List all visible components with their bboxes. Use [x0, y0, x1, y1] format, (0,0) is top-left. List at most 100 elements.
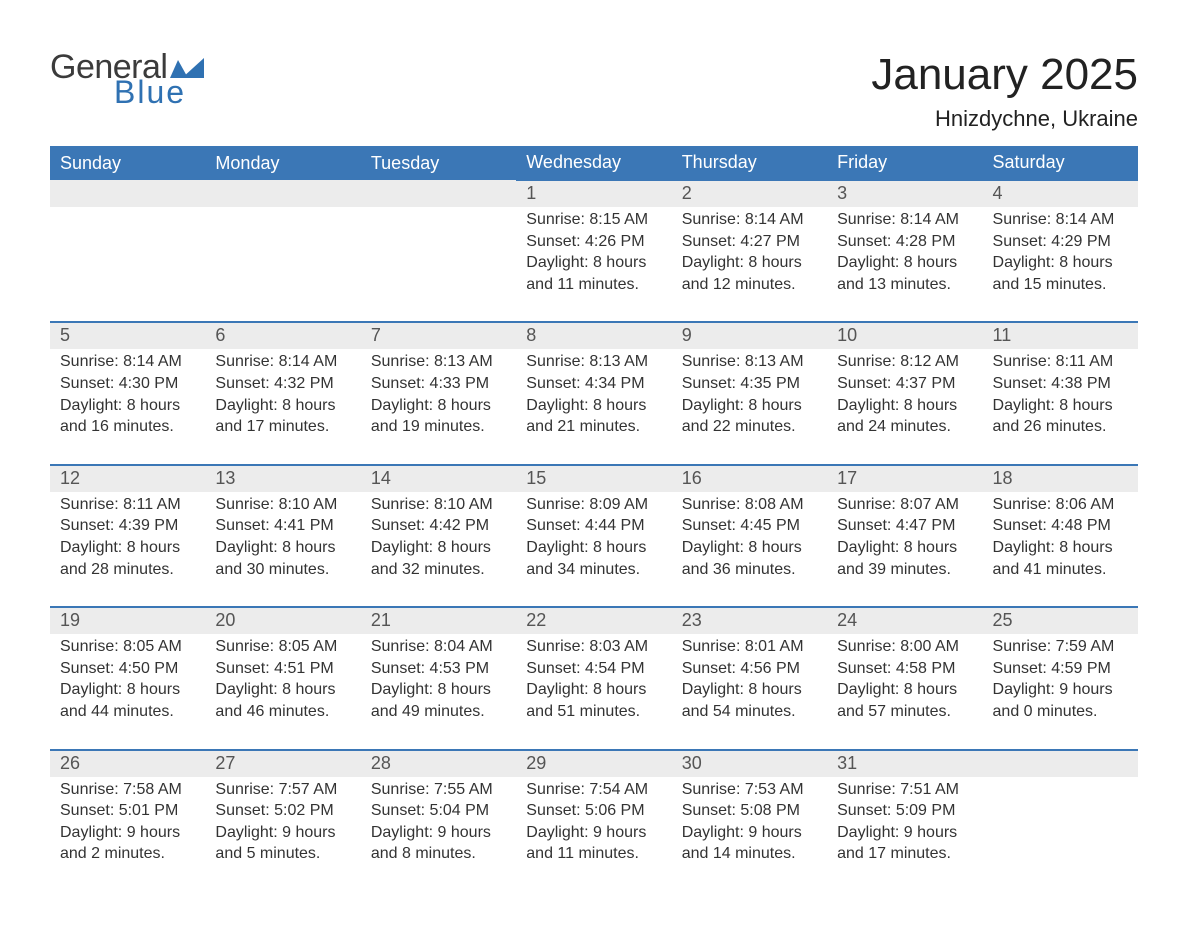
day-detail-cell: Sunrise: 8:09 AMSunset: 4:44 PMDaylight:… [516, 492, 671, 607]
daylight-line-1: Daylight: 8 hours [526, 395, 661, 417]
day-details: Sunrise: 7:58 AMSunset: 5:01 PMDaylight:… [50, 777, 205, 865]
daylight-line-1: Daylight: 8 hours [371, 537, 506, 559]
sunrise-line: Sunrise: 8:10 AM [215, 494, 350, 516]
sunset-line: Sunset: 4:33 PM [371, 373, 506, 395]
day-number-cell: 23 [672, 607, 827, 634]
sunset-line: Sunset: 5:02 PM [215, 800, 350, 822]
day-details: Sunrise: 8:10 AMSunset: 4:41 PMDaylight:… [205, 492, 360, 580]
daylight-line-1: Daylight: 9 hours [682, 822, 817, 844]
weekday-header: Friday [827, 146, 982, 180]
day-detail-cell: Sunrise: 8:05 AMSunset: 4:51 PMDaylight:… [205, 634, 360, 749]
day-details: Sunrise: 8:13 AMSunset: 4:35 PMDaylight:… [672, 349, 827, 437]
daylight-line-1: Daylight: 9 hours [993, 679, 1128, 701]
sunrise-line: Sunrise: 8:07 AM [837, 494, 972, 516]
sunset-line: Sunset: 4:51 PM [215, 658, 350, 680]
daylight-line-2: and 11 minutes. [526, 274, 661, 296]
daylight-line-2: and 49 minutes. [371, 701, 506, 723]
day-number-cell [361, 180, 516, 207]
sunrise-line: Sunrise: 8:03 AM [526, 636, 661, 658]
daylight-line-1: Daylight: 8 hours [682, 537, 817, 559]
day-detail-row: Sunrise: 8:11 AMSunset: 4:39 PMDaylight:… [50, 492, 1138, 607]
day-number-row: 262728293031 [50, 750, 1138, 777]
day-detail-cell: Sunrise: 8:14 AMSunset: 4:30 PMDaylight:… [50, 349, 205, 464]
day-number-cell: 4 [983, 180, 1138, 207]
daylight-line-2: and 5 minutes. [215, 843, 350, 865]
day-details: Sunrise: 7:53 AMSunset: 5:08 PMDaylight:… [672, 777, 827, 865]
day-detail-cell: Sunrise: 8:03 AMSunset: 4:54 PMDaylight:… [516, 634, 671, 749]
daylight-line-2: and 30 minutes. [215, 559, 350, 581]
day-details: Sunrise: 8:05 AMSunset: 4:51 PMDaylight:… [205, 634, 360, 722]
day-details: Sunrise: 8:11 AMSunset: 4:39 PMDaylight:… [50, 492, 205, 580]
daylight-line-1: Daylight: 9 hours [371, 822, 506, 844]
daylight-line-2: and 2 minutes. [60, 843, 195, 865]
logo-text-blue: Blue [114, 76, 206, 108]
sunset-line: Sunset: 4:29 PM [993, 231, 1128, 253]
daylight-line-2: and 54 minutes. [682, 701, 817, 723]
day-details: Sunrise: 7:55 AMSunset: 5:04 PMDaylight:… [361, 777, 516, 865]
sunrise-line: Sunrise: 8:15 AM [526, 209, 661, 231]
day-details: Sunrise: 8:14 AMSunset: 4:27 PMDaylight:… [672, 207, 827, 295]
sunrise-line: Sunrise: 8:12 AM [837, 351, 972, 373]
daylight-line-2: and 34 minutes. [526, 559, 661, 581]
sunrise-line: Sunrise: 8:00 AM [837, 636, 972, 658]
sunset-line: Sunset: 5:04 PM [371, 800, 506, 822]
day-number-cell: 13 [205, 465, 360, 492]
weekday-header: Tuesday [361, 146, 516, 180]
daylight-line-2: and 13 minutes. [837, 274, 972, 296]
sunrise-line: Sunrise: 8:14 AM [993, 209, 1128, 231]
sunset-line: Sunset: 5:09 PM [837, 800, 972, 822]
sunrise-line: Sunrise: 7:51 AM [837, 779, 972, 801]
day-detail-cell: Sunrise: 8:13 AMSunset: 4:34 PMDaylight:… [516, 349, 671, 464]
day-number-cell: 30 [672, 750, 827, 777]
day-detail-cell [361, 207, 516, 322]
day-number-cell [50, 180, 205, 207]
day-number-cell: 21 [361, 607, 516, 634]
sunset-line: Sunset: 4:44 PM [526, 515, 661, 537]
weekday-header-row: SundayMondayTuesdayWednesdayThursdayFrid… [50, 146, 1138, 180]
day-number-row: 1234 [50, 180, 1138, 207]
sunset-line: Sunset: 4:28 PM [837, 231, 972, 253]
daylight-line-1: Daylight: 8 hours [60, 537, 195, 559]
daylight-line-2: and 16 minutes. [60, 416, 195, 438]
daylight-line-2: and 11 minutes. [526, 843, 661, 865]
daylight-line-1: Daylight: 8 hours [837, 679, 972, 701]
sunrise-line: Sunrise: 8:13 AM [682, 351, 817, 373]
sunset-line: Sunset: 4:48 PM [993, 515, 1128, 537]
daylight-line-2: and 46 minutes. [215, 701, 350, 723]
sunrise-line: Sunrise: 7:57 AM [215, 779, 350, 801]
day-detail-cell [50, 207, 205, 322]
daylight-line-1: Daylight: 8 hours [682, 395, 817, 417]
daylight-line-1: Daylight: 8 hours [837, 395, 972, 417]
daylight-line-2: and 24 minutes. [837, 416, 972, 438]
day-detail-cell: Sunrise: 8:10 AMSunset: 4:41 PMDaylight:… [205, 492, 360, 607]
day-number-cell: 19 [50, 607, 205, 634]
sunrise-line: Sunrise: 8:09 AM [526, 494, 661, 516]
weekday-header: Thursday [672, 146, 827, 180]
sunset-line: Sunset: 4:26 PM [526, 231, 661, 253]
sunset-line: Sunset: 4:27 PM [682, 231, 817, 253]
sunrise-line: Sunrise: 7:53 AM [682, 779, 817, 801]
daylight-line-2: and 8 minutes. [371, 843, 506, 865]
daylight-line-2: and 12 minutes. [682, 274, 817, 296]
sunset-line: Sunset: 4:34 PM [526, 373, 661, 395]
day-detail-cell: Sunrise: 8:07 AMSunset: 4:47 PMDaylight:… [827, 492, 982, 607]
day-detail-cell: Sunrise: 8:12 AMSunset: 4:37 PMDaylight:… [827, 349, 982, 464]
day-number-cell: 22 [516, 607, 671, 634]
sunset-line: Sunset: 4:37 PM [837, 373, 972, 395]
sunset-line: Sunset: 4:53 PM [371, 658, 506, 680]
day-number-cell: 14 [361, 465, 516, 492]
day-details: Sunrise: 8:13 AMSunset: 4:33 PMDaylight:… [361, 349, 516, 437]
day-detail-cell: Sunrise: 8:05 AMSunset: 4:50 PMDaylight:… [50, 634, 205, 749]
day-details: Sunrise: 8:08 AMSunset: 4:45 PMDaylight:… [672, 492, 827, 580]
daylight-line-2: and 32 minutes. [371, 559, 506, 581]
daylight-line-1: Daylight: 9 hours [60, 822, 195, 844]
day-details: Sunrise: 8:04 AMSunset: 4:53 PMDaylight:… [361, 634, 516, 722]
day-details: Sunrise: 8:13 AMSunset: 4:34 PMDaylight:… [516, 349, 671, 437]
day-number-cell: 5 [50, 322, 205, 349]
sunrise-line: Sunrise: 8:05 AM [60, 636, 195, 658]
daylight-line-1: Daylight: 8 hours [371, 679, 506, 701]
sunrise-line: Sunrise: 8:05 AM [215, 636, 350, 658]
sunrise-line: Sunrise: 8:14 AM [215, 351, 350, 373]
sunrise-line: Sunrise: 8:14 AM [60, 351, 195, 373]
day-number-cell [205, 180, 360, 207]
